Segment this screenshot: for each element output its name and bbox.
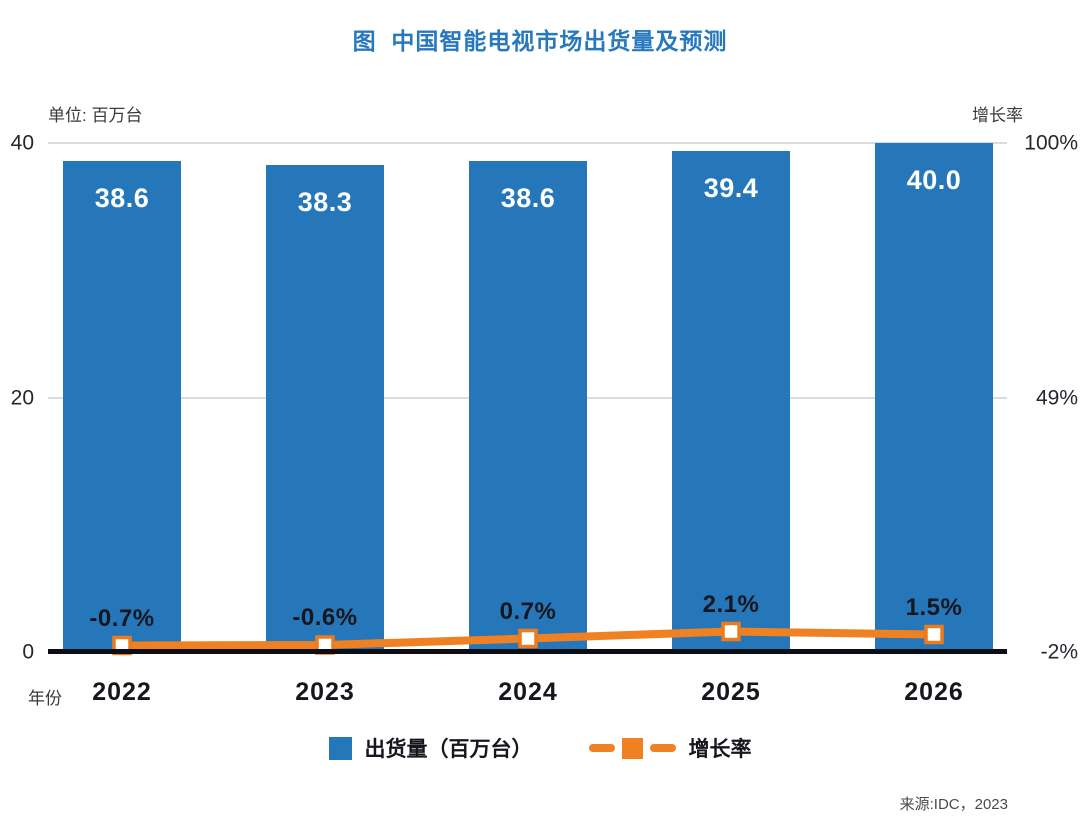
left-tick-0: 0	[22, 640, 34, 664]
bar-2025: 39.4	[672, 150, 790, 652]
growth-marker-2026	[924, 624, 944, 645]
legend-dash-icon	[588, 744, 615, 752]
left-tick-40: 40	[10, 131, 34, 155]
right-tick-49pct: 49%	[1035, 386, 1078, 410]
legend: 出货量（百万台） 增长率	[0, 733, 1080, 763]
x-tick-2023: 2023	[295, 678, 355, 706]
x-tick-2026: 2026	[904, 678, 964, 706]
right-tick-100pct: 100%	[1024, 131, 1078, 155]
growth-value-label: 0.7%	[499, 597, 557, 625]
legend-shipments-label: 出货量（百万台）	[364, 738, 533, 761]
bar-2022: 38.6	[63, 160, 181, 652]
source-note: 来源:IDC，2023	[899, 796, 1008, 813]
growth-marker-2025	[721, 621, 741, 642]
x-tick-2025: 2025	[701, 678, 761, 706]
x-axis-line	[48, 649, 1007, 654]
bar-2024: 38.6	[469, 160, 587, 652]
right-tick-neg2pct: -2%	[1040, 640, 1078, 664]
growth-value-label: 2.1%	[702, 590, 760, 618]
growth-value-label: 1.5%	[905, 593, 963, 621]
legend-item-shipments: 出货量（百万台）	[328, 733, 533, 763]
bar-2023: 38.3	[266, 164, 384, 652]
gridline-top	[48, 142, 1007, 144]
legend-growth-label: 增长率	[688, 738, 752, 761]
plot-area: 38.6 38.3 38.6 39.4 40.0 -0.7% -0.6% 0.7% 2.1% 1…	[48, 142, 1007, 656]
growth-marker-2024	[518, 628, 538, 649]
legend-item-growth: 增长率	[588, 733, 752, 763]
bar-2026: 40.0	[875, 143, 993, 652]
growth-value-label: -0.6%	[292, 604, 358, 632]
x-tick-2022: 2022	[92, 678, 152, 706]
bar-value-label: 38.6	[500, 182, 556, 213]
growth-line-swatch-icon	[588, 737, 676, 759]
shipments-swatch-icon	[328, 736, 352, 760]
growth-value-label: -0.7%	[89, 604, 155, 632]
x-tick-labels: 2022 2023 2024 2025 2026	[0, 678, 1080, 710]
legend-square-icon	[621, 737, 643, 759]
growth-line-layer	[112, 621, 944, 656]
bar-value-label: 40.0	[906, 165, 962, 195]
legend-dash-icon	[649, 744, 676, 752]
left-axis-unit-label: 单位: 百万台	[48, 106, 143, 125]
bar-value-label: 38.3	[297, 186, 353, 217]
bar-value-label: 39.4	[703, 172, 759, 203]
x-tick-2024: 2024	[498, 678, 558, 706]
chart-title: 图 中国智能电视市场出货量及预测	[352, 28, 728, 54]
x-axis-title: 年份	[28, 689, 62, 708]
bar-value-label: 38.6	[94, 182, 150, 213]
left-tick-20: 20	[10, 386, 34, 410]
right-axis-title: 增长率	[972, 106, 1023, 125]
